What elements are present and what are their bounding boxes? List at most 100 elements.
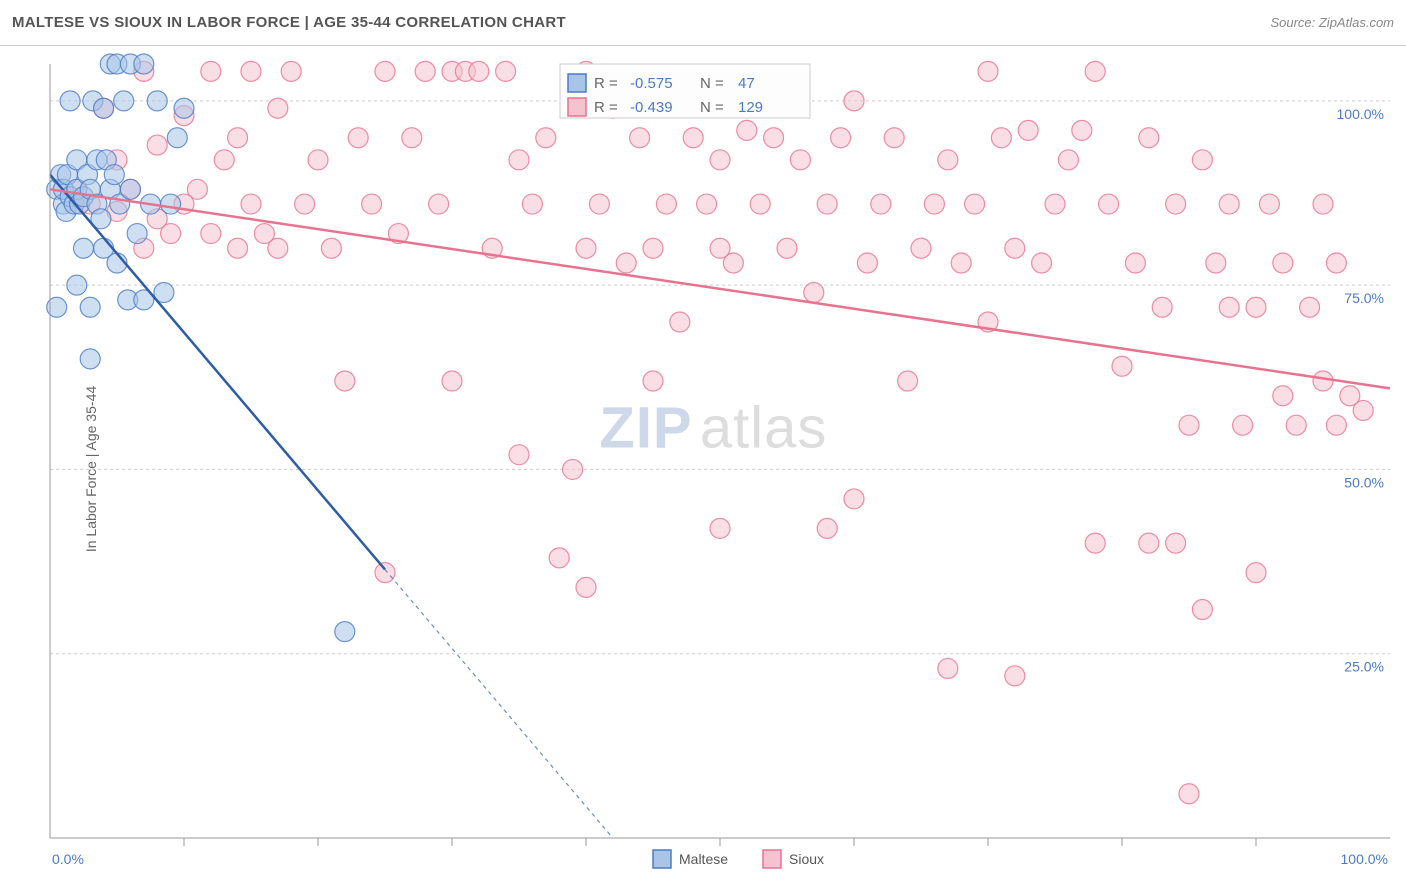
scatter-point bbox=[167, 128, 187, 148]
svg-text:100.0%: 100.0% bbox=[1341, 851, 1388, 867]
scatter-point bbox=[1018, 120, 1038, 140]
scatter-point bbox=[750, 194, 770, 214]
scatter-point bbox=[104, 165, 124, 185]
scatter-point bbox=[1112, 356, 1132, 376]
svg-text:-0.439: -0.439 bbox=[630, 99, 673, 116]
scatter-point bbox=[120, 179, 140, 199]
scatter-point bbox=[1179, 415, 1199, 435]
scatter-point bbox=[268, 238, 288, 258]
scatter-point bbox=[844, 91, 864, 111]
scatter-point bbox=[241, 61, 261, 81]
chart-area: In Labor Force | Age 35-44 25.0%50.0%75.… bbox=[0, 46, 1406, 892]
scatter-point bbox=[375, 563, 395, 583]
regression-line bbox=[50, 189, 1390, 388]
scatter-point bbox=[1259, 194, 1279, 214]
scatter-point bbox=[817, 518, 837, 538]
scatter-point bbox=[228, 128, 248, 148]
scatter-point bbox=[134, 54, 154, 74]
legend-label: Sioux bbox=[789, 851, 824, 867]
scatter-point bbox=[375, 61, 395, 81]
scatter-point bbox=[1072, 120, 1092, 140]
scatter-point bbox=[938, 658, 958, 678]
scatter-point bbox=[522, 194, 542, 214]
scatter-point bbox=[670, 312, 690, 332]
scatter-point bbox=[536, 128, 556, 148]
scatter-point bbox=[656, 194, 676, 214]
scatter-point bbox=[74, 238, 94, 258]
scatter-point bbox=[884, 128, 904, 148]
scatter-point bbox=[1246, 297, 1266, 317]
scatter-point bbox=[228, 238, 248, 258]
scatter-point bbox=[951, 253, 971, 273]
scatter-point bbox=[1326, 253, 1346, 273]
scatter-point bbox=[924, 194, 944, 214]
scatter-point bbox=[201, 224, 221, 244]
scatter-point bbox=[978, 61, 998, 81]
scatter-point bbox=[415, 61, 435, 81]
scatter-point bbox=[831, 128, 851, 148]
scatter-point bbox=[1085, 533, 1105, 553]
scatter-point bbox=[643, 238, 663, 258]
scatter-point bbox=[911, 238, 931, 258]
scatter-point bbox=[844, 489, 864, 509]
scatter-point bbox=[683, 128, 703, 148]
chart-header: MALTESE VS SIOUX IN LABOR FORCE | AGE 35… bbox=[0, 0, 1406, 46]
scatter-point bbox=[804, 283, 824, 303]
svg-text:-0.575: -0.575 bbox=[630, 75, 673, 92]
scatter-point bbox=[1125, 253, 1145, 273]
scatter-point bbox=[348, 128, 368, 148]
svg-text:N =: N = bbox=[700, 75, 724, 92]
scatter-point bbox=[147, 91, 167, 111]
scatter-point bbox=[187, 179, 207, 199]
scatter-point bbox=[697, 194, 717, 214]
legend-swatch bbox=[653, 850, 671, 868]
scatter-point bbox=[630, 128, 650, 148]
scatter-point bbox=[335, 622, 355, 642]
scatter-point bbox=[1273, 253, 1293, 273]
scatter-point bbox=[1219, 194, 1239, 214]
scatter-point bbox=[1353, 400, 1373, 420]
scatter-point bbox=[1005, 238, 1025, 258]
y-axis-label: In Labor Force | Age 35-44 bbox=[83, 386, 99, 552]
scatter-point bbox=[201, 61, 221, 81]
scatter-point bbox=[616, 253, 636, 273]
scatter-point bbox=[60, 91, 80, 111]
legend-swatch bbox=[763, 850, 781, 868]
scatter-point bbox=[1032, 253, 1052, 273]
scatter-point bbox=[161, 194, 181, 214]
scatter-point bbox=[898, 371, 918, 391]
scatter-point bbox=[1139, 128, 1159, 148]
scatter-point bbox=[1166, 533, 1186, 553]
scatter-point bbox=[268, 98, 288, 118]
scatter-point bbox=[509, 445, 529, 465]
scatter-point bbox=[764, 128, 784, 148]
scatter-point bbox=[241, 194, 261, 214]
svg-text:atlas: atlas bbox=[700, 395, 828, 460]
scatter-point bbox=[1192, 150, 1212, 170]
scatter-point bbox=[710, 238, 730, 258]
scatter-point bbox=[127, 224, 147, 244]
scatter-point bbox=[710, 518, 730, 538]
scatter-point bbox=[94, 98, 114, 118]
scatter-point bbox=[1166, 194, 1186, 214]
scatter-point bbox=[1085, 61, 1105, 81]
scatter-point bbox=[563, 459, 583, 479]
svg-text:129: 129 bbox=[738, 99, 763, 116]
scatter-point bbox=[1219, 297, 1239, 317]
scatter-point bbox=[509, 150, 529, 170]
scatter-point bbox=[1005, 666, 1025, 686]
scatter-point bbox=[1179, 784, 1199, 804]
scatter-point bbox=[737, 120, 757, 140]
scatter-point bbox=[965, 194, 985, 214]
scatter-point bbox=[321, 238, 341, 258]
scatter-point bbox=[871, 194, 891, 214]
regression-line-extrapolated bbox=[385, 569, 613, 838]
scatter-point bbox=[80, 297, 100, 317]
svg-text:75.0%: 75.0% bbox=[1344, 290, 1384, 306]
scatter-point bbox=[281, 61, 301, 81]
scatter-point bbox=[147, 135, 167, 155]
legend-label: Maltese bbox=[679, 851, 728, 867]
scatter-point bbox=[1246, 563, 1266, 583]
scatter-point bbox=[67, 275, 87, 295]
scatter-point bbox=[1206, 253, 1226, 273]
